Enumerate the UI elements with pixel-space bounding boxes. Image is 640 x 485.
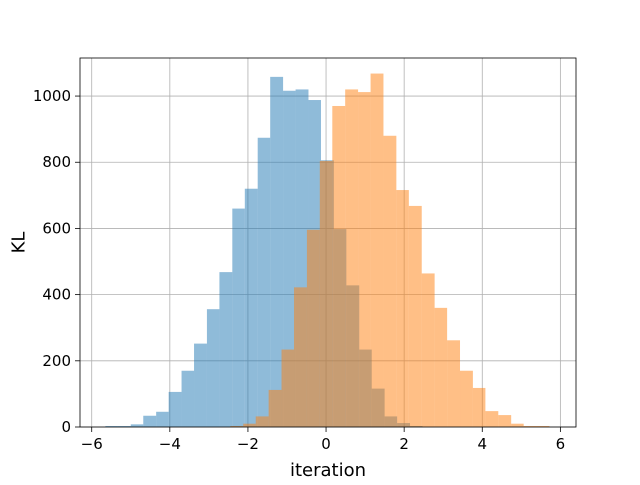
- histogram-bar: [270, 76, 284, 427]
- y-tick-label: 400: [42, 286, 71, 304]
- histogram-bar: [294, 287, 307, 427]
- x-tick-label: 6: [556, 435, 566, 453]
- histogram-bar: [181, 370, 195, 427]
- y-tick-label: 600: [42, 219, 71, 237]
- histogram-bar: [370, 73, 384, 427]
- histogram-bar: [472, 387, 486, 427]
- x-axis-label: iteration: [290, 460, 366, 480]
- histogram-bar: [447, 340, 461, 427]
- histogram-bar: [156, 411, 169, 427]
- axis-ticks: −6 −4 −2 0 2 4 6 0 200 400 600 800 1000: [33, 87, 565, 453]
- histogram-bar: [268, 389, 282, 427]
- histogram-bar: [460, 370, 473, 427]
- histogram-bar: [306, 229, 320, 427]
- histogram-bar: [283, 90, 296, 427]
- x-tick-label: −6: [81, 435, 103, 453]
- x-tick-label: 4: [477, 435, 487, 453]
- histogram-bar: [345, 89, 359, 428]
- plot-frame: [79, 57, 577, 428]
- histogram-bar: [117, 426, 131, 427]
- histogram-bar: [243, 423, 256, 427]
- histogram-bar: [511, 423, 524, 427]
- x-tick-label: −2: [237, 435, 259, 453]
- series-1-bars: [230, 73, 550, 428]
- histogram-bar: [206, 309, 220, 427]
- histogram-bar: [105, 426, 118, 427]
- histogram-bar: [485, 411, 499, 427]
- x-tick-label: 2: [399, 435, 409, 453]
- histogram-bar: [396, 190, 409, 427]
- histogram-bar: [232, 208, 245, 427]
- histogram-bar: [168, 391, 182, 427]
- y-tick-label: 200: [42, 352, 71, 370]
- histogram-bar: [421, 273, 435, 427]
- histogram-bar: [498, 415, 512, 427]
- histogram-bar: [230, 426, 244, 427]
- histogram-bar: [281, 349, 295, 427]
- histogram-bar: [536, 426, 550, 427]
- x-tick-label: −4: [159, 435, 181, 453]
- y-tick-label: 800: [42, 153, 71, 171]
- histogram-bars: [105, 73, 550, 428]
- histogram-bar: [244, 188, 258, 427]
- histogram-bar: [383, 135, 397, 427]
- histogram-bar: [257, 137, 271, 427]
- histogram-bar: [255, 416, 269, 427]
- histogram-bar: [319, 160, 333, 428]
- y-axis-label: KL: [8, 232, 29, 254]
- x-tick-label: 0: [321, 435, 331, 453]
- histogram-bar: [219, 272, 233, 427]
- histogram-bar: [358, 92, 371, 427]
- histogram-bar: [194, 343, 207, 427]
- histogram-bar: [434, 307, 448, 427]
- histogram-bar: [130, 424, 144, 427]
- histogram-bar: [332, 105, 346, 428]
- y-tick-label: 1000: [33, 87, 71, 105]
- y-tick-label: 0: [61, 418, 71, 436]
- histogram-bar: [523, 426, 537, 427]
- histogram-bar: [408, 205, 422, 427]
- histogram-bar: [143, 415, 157, 427]
